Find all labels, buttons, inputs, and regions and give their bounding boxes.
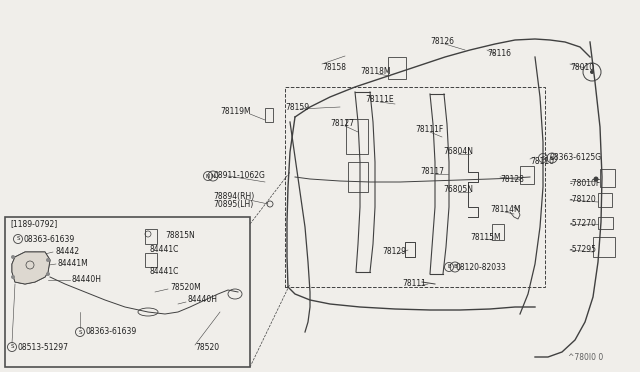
Text: N: N xyxy=(206,173,210,179)
Text: 08911-1062G: 08911-1062G xyxy=(214,171,266,180)
Bar xyxy=(520,166,534,184)
Text: 78117: 78117 xyxy=(420,167,444,176)
Text: 78520M: 78520M xyxy=(170,282,201,292)
Text: 84441C: 84441C xyxy=(150,244,179,253)
Bar xyxy=(5,217,250,367)
Text: 78129: 78129 xyxy=(382,247,406,257)
Text: ^780I0 0: ^780I0 0 xyxy=(568,353,604,362)
Text: 78111E: 78111E xyxy=(365,96,394,105)
Text: 08120-82033: 08120-82033 xyxy=(455,263,506,272)
Text: S: S xyxy=(550,155,554,160)
Text: -57295: -57295 xyxy=(570,246,597,254)
Circle shape xyxy=(46,272,50,276)
Text: -78120: -78120 xyxy=(570,196,596,205)
Text: S: S xyxy=(10,344,13,350)
Circle shape xyxy=(11,255,15,259)
Text: 08363-61639: 08363-61639 xyxy=(86,327,137,337)
Text: 78110: 78110 xyxy=(530,157,554,167)
Text: 78010: 78010 xyxy=(570,62,594,71)
Text: 78159: 78159 xyxy=(285,103,309,112)
Text: 84441C: 84441C xyxy=(150,267,179,276)
Bar xyxy=(265,108,273,122)
Text: 78119M: 78119M xyxy=(220,108,251,116)
Circle shape xyxy=(593,176,598,182)
Text: -78010F: -78010F xyxy=(570,180,601,189)
Text: 78127: 78127 xyxy=(330,119,354,128)
Bar xyxy=(492,224,504,240)
Circle shape xyxy=(590,70,594,74)
Text: 84440H: 84440H xyxy=(188,295,218,305)
Text: 70895(LH): 70895(LH) xyxy=(213,201,253,209)
Bar xyxy=(600,169,615,187)
Text: 78126: 78126 xyxy=(430,38,454,46)
Text: 78128: 78128 xyxy=(500,176,524,185)
Bar xyxy=(598,217,613,229)
Text: 78520: 78520 xyxy=(195,343,219,352)
Text: 78894(RH): 78894(RH) xyxy=(213,192,254,201)
Text: B: B xyxy=(447,264,451,269)
Text: 84442: 84442 xyxy=(55,247,79,257)
Text: S: S xyxy=(16,237,20,241)
Text: 78111F: 78111F xyxy=(415,125,444,135)
Text: 78114M: 78114M xyxy=(490,205,520,215)
Circle shape xyxy=(46,258,50,262)
Text: 84440H: 84440H xyxy=(72,276,102,285)
Text: 08363-6125G: 08363-6125G xyxy=(549,154,601,163)
Text: 08513-51297: 08513-51297 xyxy=(18,343,69,352)
Text: S: S xyxy=(78,330,82,334)
Text: 84441M: 84441M xyxy=(58,260,89,269)
Bar xyxy=(348,162,368,192)
Text: N: N xyxy=(211,173,216,179)
Text: 78815N: 78815N xyxy=(165,231,195,240)
Bar xyxy=(145,253,157,267)
Text: 78116: 78116 xyxy=(487,49,511,58)
Text: 76805N: 76805N xyxy=(443,186,473,195)
Text: -57270: -57270 xyxy=(570,219,597,228)
Text: 76804N: 76804N xyxy=(443,148,473,157)
Polygon shape xyxy=(12,252,50,284)
Text: 78115M: 78115M xyxy=(470,232,500,241)
Text: 78111: 78111 xyxy=(402,279,426,289)
Text: 78118M: 78118M xyxy=(360,67,390,77)
Text: B: B xyxy=(453,264,457,269)
Bar xyxy=(598,193,612,207)
Bar xyxy=(145,229,157,244)
Bar xyxy=(346,119,368,154)
Text: S: S xyxy=(541,155,545,160)
Circle shape xyxy=(11,275,15,279)
Text: 78158: 78158 xyxy=(322,62,346,71)
Text: [1189-0792]: [1189-0792] xyxy=(10,219,57,228)
Bar xyxy=(593,237,615,257)
Bar xyxy=(388,57,406,79)
Text: 08363-61639: 08363-61639 xyxy=(24,234,76,244)
